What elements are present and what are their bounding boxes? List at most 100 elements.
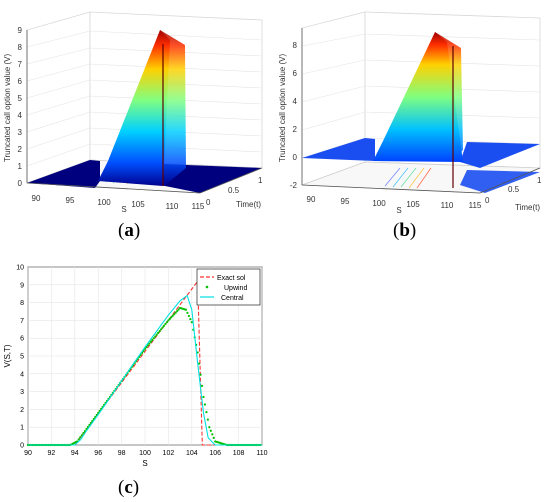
upwind-point: [151, 338, 154, 342]
y-tick: 1: [20, 425, 24, 432]
x-tick: 100: [97, 198, 111, 207]
y-tick-labels: 0 0.5 1: [206, 176, 263, 207]
upwind-point: [203, 403, 207, 406]
upwind-point: [167, 319, 170, 322]
series-line-2: [28, 294, 262, 446]
upwind-point: [154, 335, 157, 338]
upwind-point: [196, 351, 199, 354]
y-tick: 2: [20, 407, 24, 414]
flat-surface-right: [460, 142, 540, 168]
y-tick: 5: [20, 354, 24, 361]
z-axis-label: Truncated call option value (V): [3, 54, 12, 163]
z-tick: 2: [293, 125, 298, 134]
y-tick: 0: [485, 196, 490, 205]
x-tick: 106: [209, 450, 221, 457]
upwind-point: [198, 362, 201, 365]
series-layer: [26, 279, 262, 447]
x-tick: 100: [139, 450, 151, 457]
back-wall-left: [26, 11, 91, 184]
z-tick: 6: [18, 77, 23, 86]
upwind-point: [161, 326, 164, 329]
x-tick: 90: [32, 194, 41, 203]
x-tick: 100: [372, 199, 386, 208]
upwind-point: [211, 433, 214, 436]
upwind-point: [170, 316, 173, 319]
y-tick: 1: [537, 176, 542, 185]
x-tick: 105: [131, 200, 145, 209]
x-tick: 90: [307, 195, 316, 204]
z-tick: -2: [290, 181, 298, 190]
x-axis-label: S: [142, 459, 147, 468]
grid: [27, 266, 263, 446]
x-axis-label: S: [396, 206, 401, 215]
y-tick: 9: [20, 282, 24, 289]
upwind-point: [149, 340, 152, 343]
legend: Exact sol Upwind Central: [196, 268, 261, 306]
caption-b: (b): [393, 220, 417, 241]
x-axis-line: [301, 184, 481, 194]
y-axis-line: [479, 167, 541, 194]
z-tick: 2: [18, 145, 23, 154]
x-tick-labels: 90 92 94 96 98 100 102 104 106 108 110: [24, 450, 268, 457]
ridge-back-face: [160, 30, 186, 186]
z-tick: 9: [18, 26, 23, 35]
x-tick: 102: [163, 450, 175, 457]
y-tick: 6: [20, 336, 24, 343]
flat-surface-left: [27, 160, 100, 188]
y-tick-labels: 0 0.5 1: [485, 176, 542, 205]
upwind-point: [157, 331, 160, 334]
y-tick: 1: [258, 176, 263, 185]
upwind-point: [190, 321, 193, 324]
y-axis-label: Time(t): [515, 203, 540, 212]
y-tick: 0: [20, 443, 24, 450]
lower-surface: [460, 170, 540, 193]
z-tick: 8: [18, 43, 23, 52]
x-tick: 115: [192, 202, 205, 211]
y-tick: 10: [16, 265, 24, 272]
z-tick-labels: -2 0 2 4 6 8: [290, 41, 298, 190]
z-tick: 4: [18, 111, 23, 120]
z-tick: 7: [18, 60, 23, 69]
upwind-point: [171, 314, 174, 317]
upwind-point: [184, 308, 188, 311]
x-tick: 95: [341, 197, 350, 206]
x-tick: 105: [406, 200, 420, 209]
upwind-point: [158, 329, 161, 333]
y-axis-line: [199, 167, 263, 194]
upwind-point: [173, 313, 176, 316]
legend-label-upwind: Upwind: [224, 285, 247, 292]
x-tick-labels: 90 95 100 105 110 115: [307, 195, 482, 210]
upwind-point: [152, 337, 155, 340]
x-tick-labels: 90 95 100 105 110 115: [32, 194, 205, 211]
z-tick: 0: [293, 153, 298, 162]
x-tick: 104: [186, 450, 198, 457]
upwind-point: [177, 308, 180, 311]
y-tick: 3: [20, 389, 24, 396]
upwind-point: [189, 317, 192, 321]
upwind-point: [79, 436, 82, 439]
upwind-point: [165, 321, 169, 324]
flat-surface-left: [302, 138, 375, 161]
x-tick: 90: [24, 450, 32, 457]
legend-label-central: Central: [221, 295, 244, 302]
x-tick: 110: [256, 450, 267, 457]
line-chart-c: 0 1 2 3 4 5 6 7 8 9 10 90 92 94 96 98 100 102 104 106 108 11…: [3, 265, 268, 469]
upwind-point: [205, 410, 208, 414]
upwind-point: [162, 324, 166, 327]
upwind-point: [212, 436, 215, 439]
upwind-point: [176, 309, 179, 313]
z-tick: 8: [293, 41, 298, 50]
x-tick: 98: [118, 450, 126, 457]
z-tick-labels: 0 1 2 3 4 5 6 7 8 9: [18, 26, 23, 188]
x-tick: 94: [71, 450, 79, 457]
z-tick: 4: [293, 97, 298, 106]
y-tick: 7: [20, 318, 24, 325]
upwind-point: [209, 429, 212, 432]
ridge-surface: [98, 30, 170, 186]
upwind-point: [187, 314, 190, 318]
caption-a: (a): [118, 220, 141, 241]
caption-c: (c): [118, 477, 140, 498]
surface-plot-b: -2 0 2 4 6 8 90 95 100 105 110 115 0 0.5…: [278, 11, 542, 215]
z-tick: 3: [18, 128, 23, 137]
y-axis-label: V(S,T): [3, 344, 12, 367]
